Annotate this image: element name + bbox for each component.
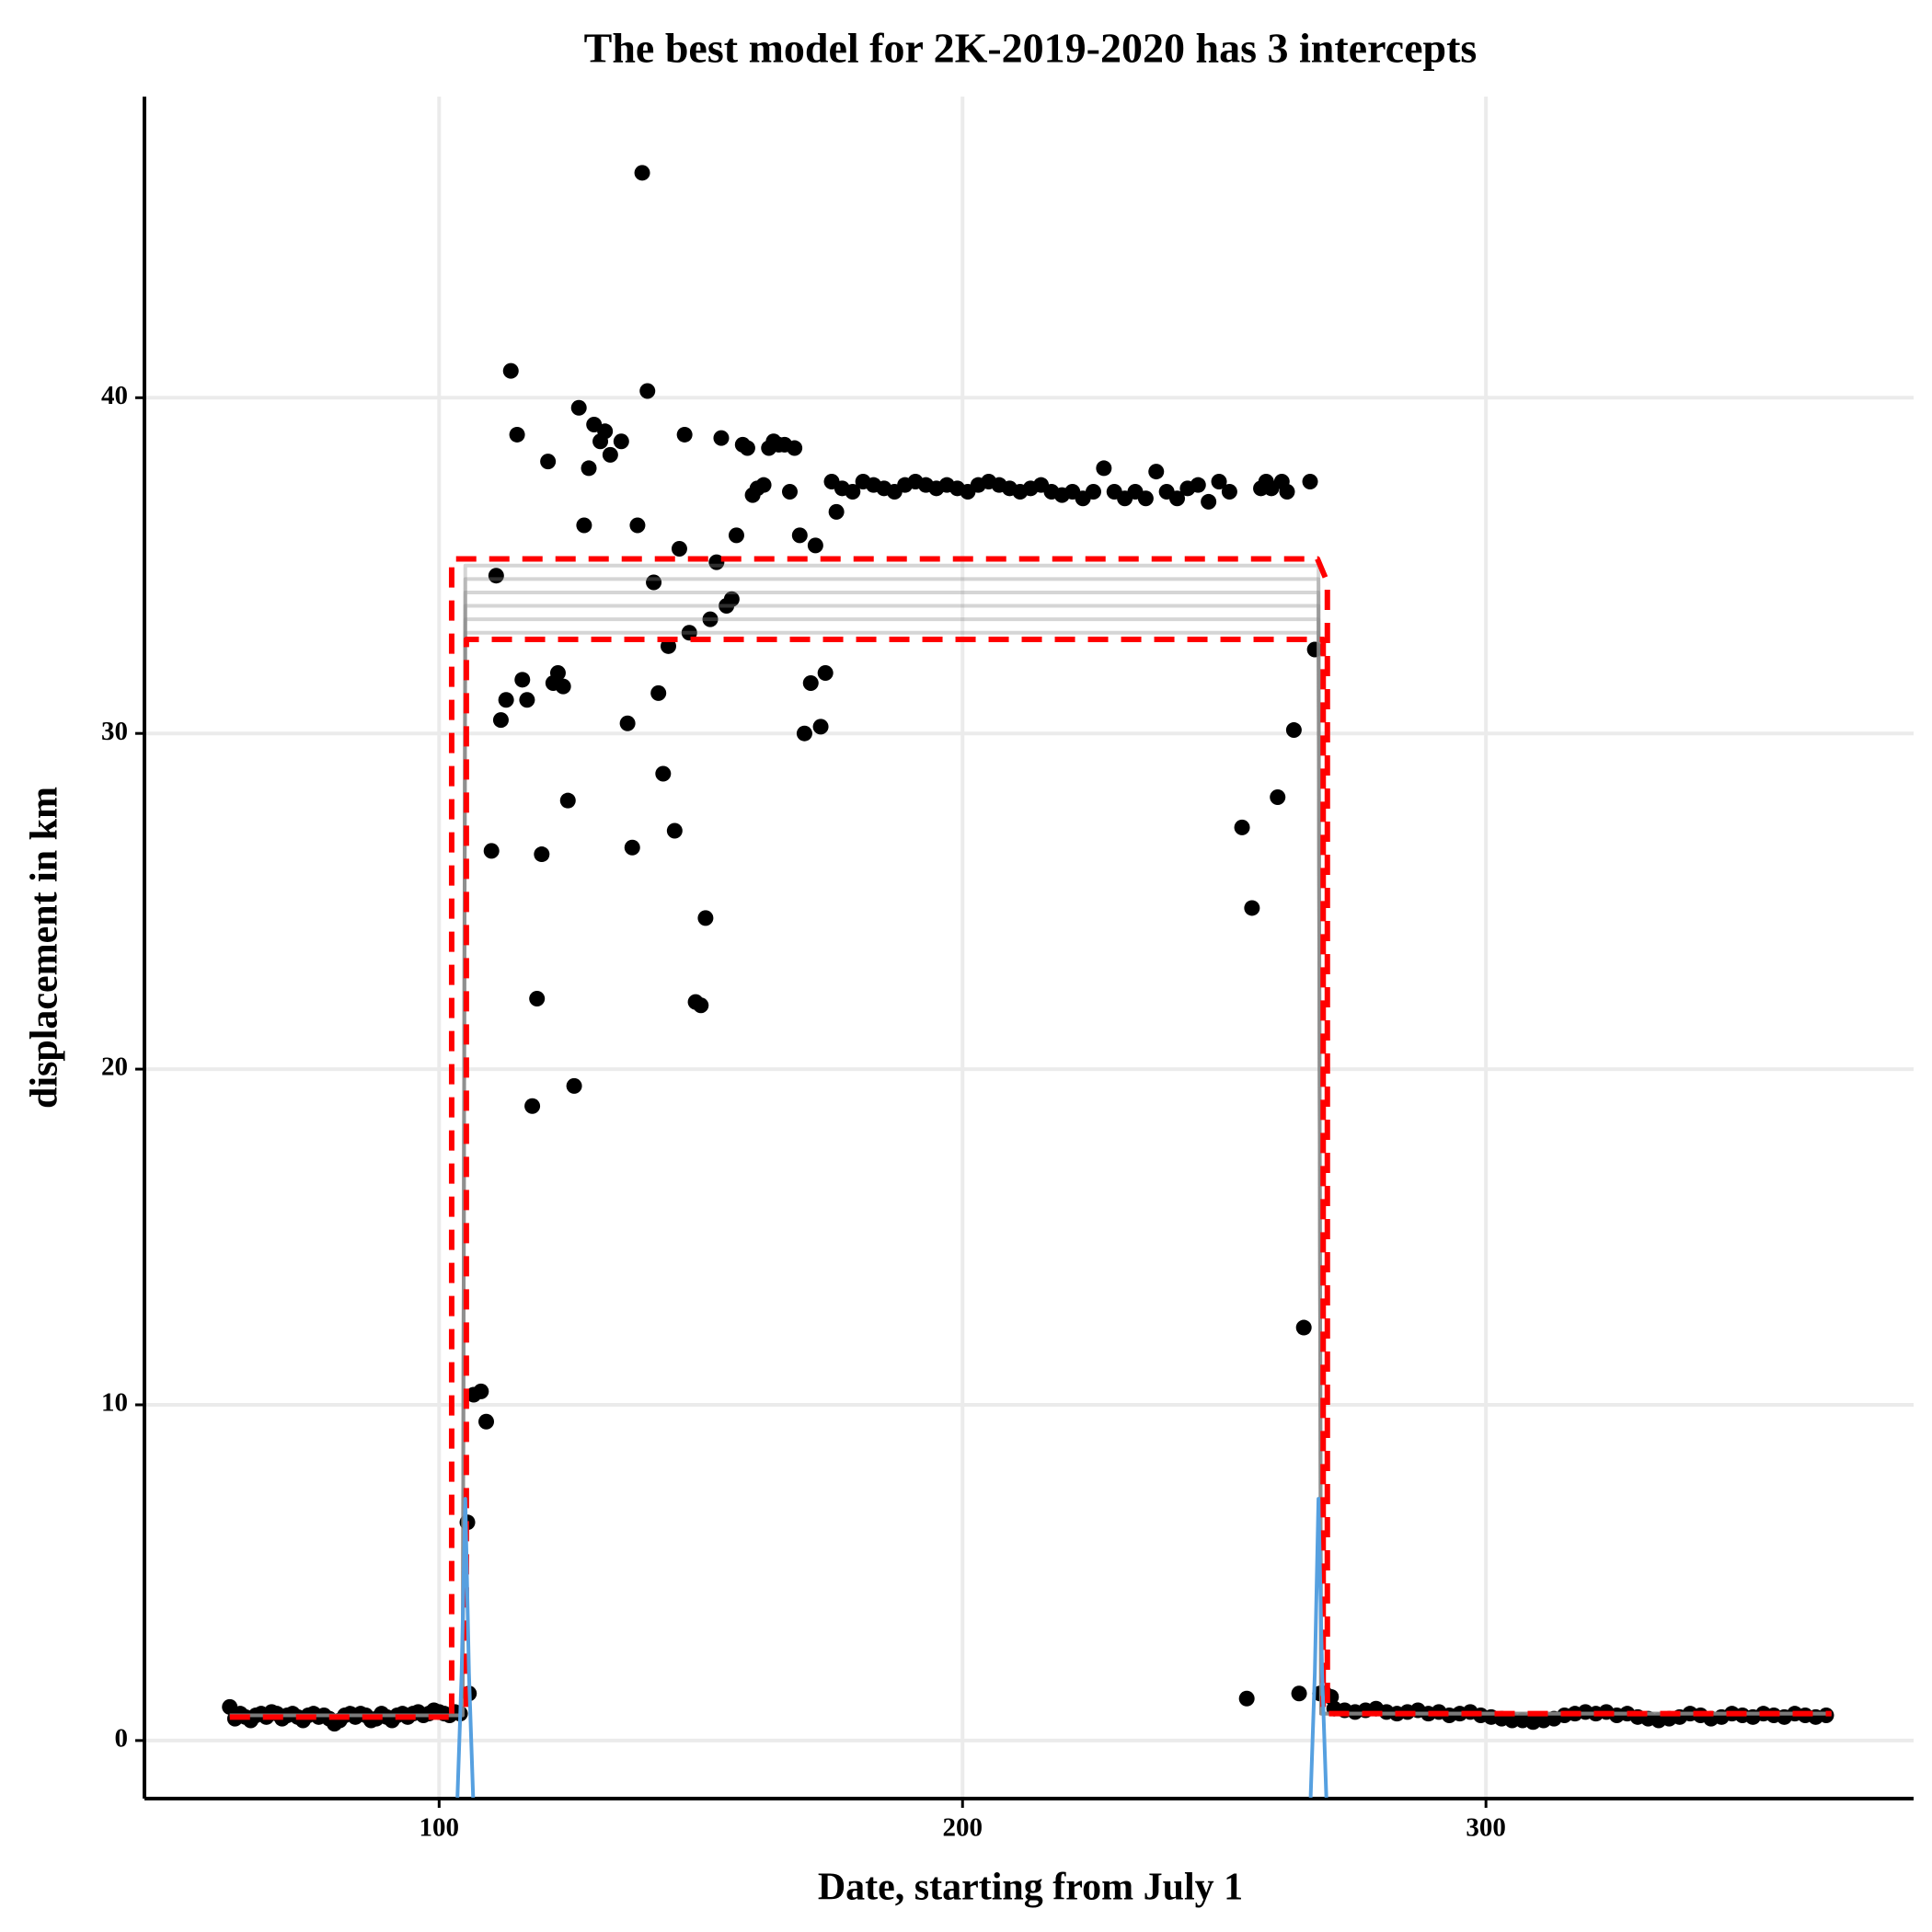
y-tick-label: 40: [101, 381, 128, 410]
interval-line: [448, 556, 1330, 1714]
point: [492, 712, 509, 729]
interval-line: [229, 1710, 1832, 1720]
point: [702, 611, 719, 627]
y-tick-label: 10: [101, 1388, 128, 1418]
point: [1190, 477, 1206, 493]
x-tick-label: 300: [1466, 1813, 1506, 1843]
point: [781, 483, 798, 500]
point: [723, 591, 740, 607]
y-tick-label: 0: [115, 1724, 129, 1754]
point: [478, 1413, 495, 1430]
y-tick-label: 30: [101, 717, 128, 746]
point: [498, 692, 514, 708]
point: [624, 839, 640, 856]
x-axis-label: Date, starting from July 1: [818, 1867, 1243, 1909]
chart-title: The best model for 2K-2019-2020 has 3 in…: [584, 25, 1478, 72]
point: [646, 574, 662, 591]
point: [681, 625, 697, 641]
point: [755, 477, 772, 493]
point: [697, 910, 714, 926]
point: [728, 527, 744, 544]
point: [519, 692, 535, 708]
point: [1221, 483, 1237, 500]
x-tick-label: 100: [420, 1813, 460, 1843]
point: [787, 440, 803, 456]
point: [812, 719, 829, 735]
point: [559, 792, 576, 809]
point: [796, 725, 812, 742]
point: [650, 684, 667, 701]
point: [1169, 490, 1186, 507]
point: [1291, 1685, 1307, 1702]
y-axis-label: displacement in km: [24, 787, 66, 1109]
point: [629, 517, 646, 534]
point: [529, 990, 546, 1006]
point: [1279, 483, 1295, 500]
point: [802, 674, 819, 691]
point: [502, 362, 519, 379]
point: [1306, 641, 1323, 658]
point: [576, 517, 592, 534]
point: [555, 678, 571, 695]
x-tick-label: 200: [942, 1813, 983, 1843]
point: [713, 430, 730, 446]
point: [488, 568, 504, 584]
point: [566, 1077, 582, 1094]
point: [1270, 789, 1286, 806]
point: [791, 527, 808, 544]
point: [509, 426, 525, 443]
model-line: [455, 1497, 1328, 1798]
point: [524, 1098, 541, 1114]
point: [666, 822, 683, 839]
point: [514, 672, 531, 688]
point: [1234, 819, 1250, 835]
point: [676, 426, 693, 443]
point: [845, 483, 861, 500]
point: [739, 440, 755, 456]
point: [549, 665, 566, 682]
point: [807, 537, 823, 554]
point: [483, 843, 500, 859]
point: [639, 383, 656, 399]
interval-line: [463, 637, 1327, 1708]
point: [671, 541, 687, 558]
point: [655, 765, 672, 782]
point: [540, 454, 557, 470]
point: [602, 446, 618, 463]
point: [613, 433, 629, 450]
point: [1148, 464, 1165, 480]
point: [1238, 1690, 1255, 1707]
point: [634, 165, 650, 181]
point: [597, 423, 614, 440]
point: [473, 1383, 489, 1399]
point: [619, 715, 636, 731]
point: [828, 503, 845, 520]
point: [1302, 474, 1318, 490]
point: [1201, 493, 1217, 510]
point: [570, 399, 587, 416]
point: [1137, 490, 1154, 507]
point: [581, 460, 597, 477]
point: [1285, 722, 1302, 739]
point: [1244, 900, 1260, 916]
point: [708, 554, 725, 570]
point: [1096, 460, 1112, 477]
point: [817, 665, 834, 682]
point: [693, 997, 709, 1014]
point: [1085, 483, 1101, 500]
point: [661, 638, 677, 654]
point: [534, 846, 550, 863]
y-tick-label: 20: [101, 1052, 128, 1082]
point: [1211, 474, 1227, 490]
point: [1295, 1319, 1312, 1336]
